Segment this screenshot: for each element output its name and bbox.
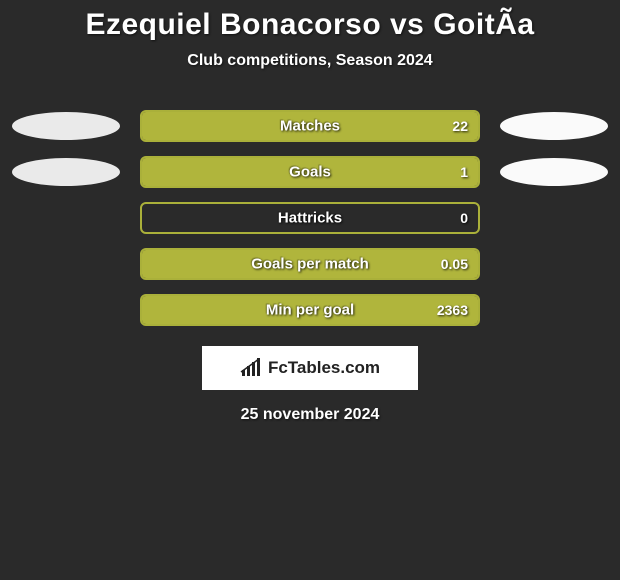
logo-box[interactable]: FcTables.com <box>202 346 418 390</box>
stat-value: 22 <box>452 118 468 134</box>
stat-row: Goals 1 <box>0 156 620 188</box>
stat-bar: Goals 1 <box>140 156 480 188</box>
stat-value: 0 <box>460 210 468 226</box>
date-label: 25 november 2024 <box>0 406 620 424</box>
stat-label: Matches <box>280 118 340 135</box>
stat-row: Matches 22 <box>0 110 620 142</box>
right-ellipse <box>500 158 608 186</box>
stat-label: Goals <box>289 164 331 181</box>
right-ellipse <box>500 112 608 140</box>
stat-bar: Min per goal 2363 <box>140 294 480 326</box>
bar-chart-icon <box>240 358 264 378</box>
stat-bar: Goals per match 0.05 <box>140 248 480 280</box>
stat-label: Min per goal <box>266 302 354 319</box>
stat-value: 1 <box>460 164 468 180</box>
left-ellipse <box>12 158 120 186</box>
stat-bar: Matches 22 <box>140 110 480 142</box>
stat-row: Goals per match 0.05 <box>0 248 620 280</box>
stat-value: 0.05 <box>441 256 468 272</box>
stat-row: Min per goal 2363 <box>0 294 620 326</box>
subtitle: Club competitions, Season 2024 <box>0 52 620 70</box>
stat-rows: Matches 22 Goals 1 Hattricks 0 Goals per match… <box>0 110 620 326</box>
logo-text: FcTables.com <box>268 358 380 378</box>
page-title: Ezequiel Bonacorso vs GoitÃa <box>0 8 620 42</box>
stat-row: Hattricks 0 <box>0 202 620 234</box>
stat-bar: Hattricks 0 <box>140 202 480 234</box>
stat-label: Goals per match <box>251 256 369 273</box>
stat-value: 2363 <box>437 302 468 318</box>
stat-label: Hattricks <box>278 210 342 227</box>
left-ellipse <box>12 112 120 140</box>
comparison-card: Ezequiel Bonacorso vs GoitÃa Club compet… <box>0 0 620 424</box>
